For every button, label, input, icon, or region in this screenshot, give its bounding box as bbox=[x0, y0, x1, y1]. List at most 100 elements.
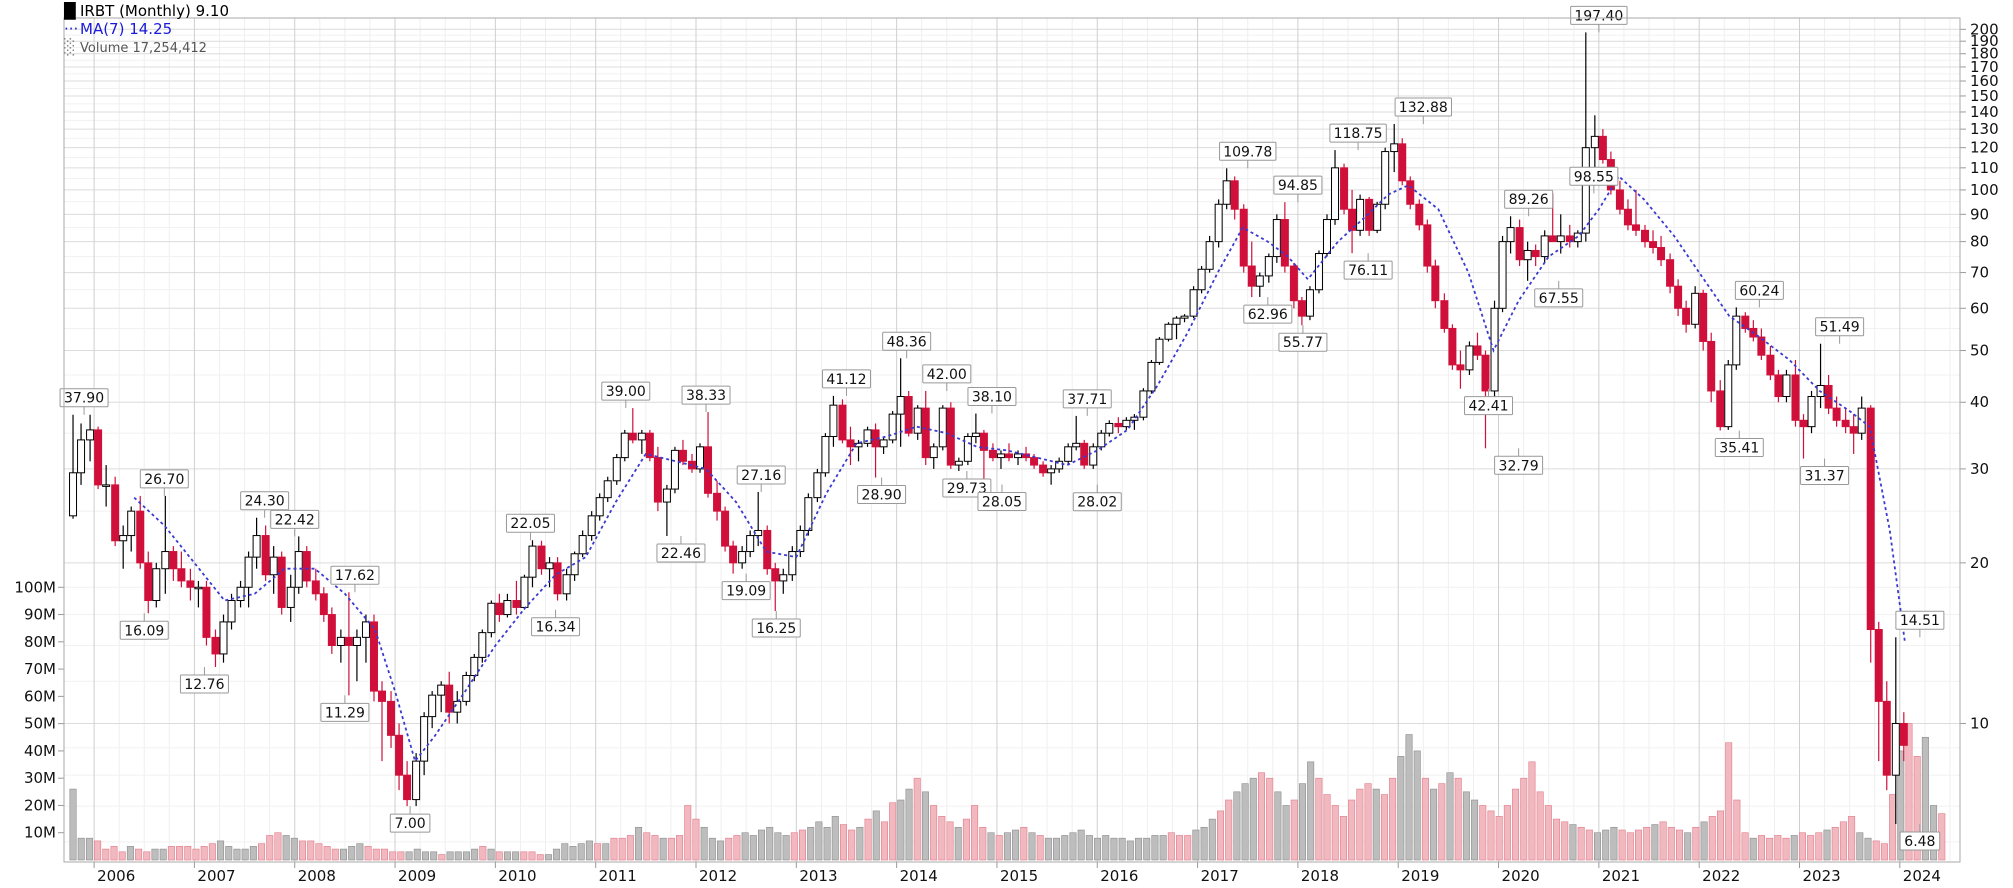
candle-down bbox=[1473, 345, 1482, 356]
candle-up bbox=[954, 460, 963, 466]
volume-bar bbox=[1602, 829, 1610, 861]
price-tick-label: 190 bbox=[1970, 32, 1999, 50]
candle-up bbox=[1314, 253, 1323, 291]
volume-bar bbox=[225, 846, 233, 861]
year-label: 2012 bbox=[699, 867, 737, 885]
volume-bar bbox=[1077, 829, 1085, 861]
price-tick-label: 130 bbox=[1970, 120, 1999, 138]
candle-up bbox=[938, 407, 947, 448]
volume-bar bbox=[1618, 829, 1626, 861]
candle-down bbox=[1448, 327, 1457, 366]
volume-bar bbox=[315, 843, 323, 861]
candle-down bbox=[1682, 307, 1691, 325]
volume-bar bbox=[1176, 835, 1184, 861]
annotation-label: 76.11 bbox=[1348, 263, 1388, 279]
volume-bar bbox=[1585, 829, 1593, 861]
annotation-label: 22.46 bbox=[661, 546, 701, 562]
price-tick-label: 90 bbox=[1970, 205, 1989, 223]
annotation-label: 42.41 bbox=[1468, 399, 1508, 415]
candle-down bbox=[904, 396, 913, 434]
price-tick-label: 20 bbox=[1970, 554, 1989, 572]
annotation-label: 118.75 bbox=[1334, 126, 1383, 142]
candle-down bbox=[1431, 265, 1440, 302]
candle-down bbox=[1280, 219, 1289, 267]
candle-up bbox=[453, 700, 462, 713]
annotation-label: 94.85 bbox=[1278, 178, 1318, 194]
candle-down bbox=[1674, 285, 1683, 309]
candle-up bbox=[1222, 180, 1231, 205]
annotation-label: 62.96 bbox=[1248, 307, 1288, 323]
volume-bar bbox=[536, 854, 544, 861]
volume-bar bbox=[725, 837, 733, 861]
volume-bar bbox=[1569, 824, 1577, 861]
volume-bar bbox=[1594, 832, 1602, 861]
candle-down bbox=[1022, 453, 1031, 459]
year-label: 2009 bbox=[398, 867, 436, 885]
volume-bar bbox=[266, 835, 274, 861]
candle-up bbox=[520, 576, 529, 608]
candle-down bbox=[1348, 208, 1357, 231]
candle-up bbox=[1014, 453, 1023, 459]
volume-bar bbox=[1044, 837, 1052, 861]
candle-up bbox=[1807, 396, 1816, 428]
volume-bar bbox=[585, 840, 593, 861]
candle-down bbox=[1247, 265, 1256, 287]
volume-bar bbox=[717, 840, 725, 861]
volume-bar bbox=[1192, 829, 1200, 861]
candle-down bbox=[395, 734, 404, 776]
year-label: 2021 bbox=[1602, 867, 1640, 885]
candle-up bbox=[102, 484, 111, 487]
candle-up bbox=[1322, 219, 1331, 255]
volume-bar bbox=[1274, 791, 1282, 861]
volume-bar bbox=[1364, 783, 1372, 861]
candle-up bbox=[1155, 338, 1164, 363]
candle-down bbox=[302, 551, 311, 582]
volume-bar bbox=[1626, 832, 1634, 861]
annotation-label: 22.05 bbox=[510, 516, 550, 532]
candle-up bbox=[662, 488, 671, 503]
candle-up bbox=[1381, 151, 1390, 205]
candle-down bbox=[771, 568, 780, 582]
candle-down bbox=[553, 562, 562, 595]
volume-bar bbox=[987, 832, 995, 861]
volume-bar bbox=[905, 788, 913, 861]
candle-down bbox=[1791, 374, 1800, 421]
volume-bar bbox=[815, 821, 823, 861]
volume-bar bbox=[1200, 826, 1208, 861]
annotation-box bbox=[1273, 175, 1323, 195]
volume-bar bbox=[1167, 832, 1175, 861]
candle-up bbox=[462, 675, 471, 702]
annotation-box bbox=[330, 565, 380, 585]
annotation-label: 16.34 bbox=[536, 620, 576, 636]
volume-bar bbox=[233, 848, 241, 861]
annotation-box bbox=[179, 674, 229, 694]
candle-up bbox=[829, 404, 838, 438]
volume-bar bbox=[413, 848, 421, 861]
volume-bar bbox=[831, 816, 839, 861]
candle-up bbox=[879, 439, 888, 448]
candle-up bbox=[1205, 241, 1214, 270]
volume-bar bbox=[307, 840, 315, 861]
volume-bar bbox=[479, 846, 487, 861]
candle-down bbox=[1649, 241, 1658, 248]
gridlines bbox=[64, 18, 1960, 862]
annotation-box bbox=[922, 364, 972, 384]
candle-down bbox=[979, 432, 988, 451]
candle-up bbox=[1782, 374, 1791, 398]
candle-down bbox=[344, 636, 353, 647]
volume-bar bbox=[1348, 799, 1356, 861]
annotation-label: 28.02 bbox=[1077, 495, 1117, 511]
volume-bar bbox=[839, 824, 847, 861]
year-label: 2006 bbox=[97, 867, 135, 885]
price-tick-label: 150 bbox=[1970, 87, 1999, 105]
volume-tick-label: 80M bbox=[24, 633, 56, 651]
candle-up bbox=[420, 716, 429, 762]
volume-bar bbox=[618, 837, 626, 861]
legend-ma: ··· MA(7) 14.25 bbox=[64, 20, 229, 38]
candle-down bbox=[1415, 203, 1424, 226]
volume-bar bbox=[1356, 788, 1364, 861]
volume-bar bbox=[1684, 832, 1692, 861]
candle-down bbox=[186, 580, 195, 588]
candle-down bbox=[111, 484, 120, 542]
candle-down bbox=[1365, 198, 1374, 231]
